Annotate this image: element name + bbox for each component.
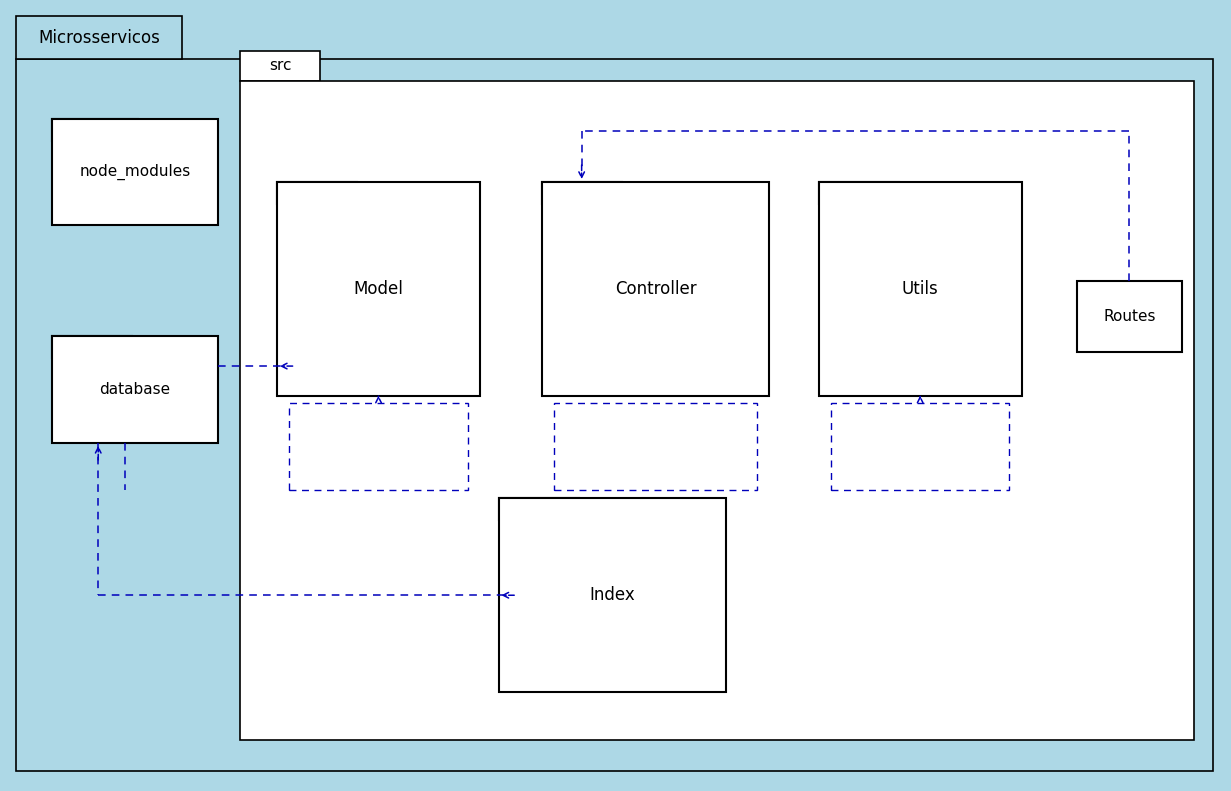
Text: node_modules: node_modules: [79, 164, 191, 180]
Bar: [52, 119, 138, 141]
Bar: [542, 182, 769, 396]
Bar: [52, 119, 218, 225]
Bar: [499, 498, 579, 520]
Bar: [289, 403, 468, 490]
Bar: [16, 16, 182, 59]
Bar: [52, 336, 218, 443]
Bar: [240, 81, 1194, 740]
Text: Microsservicos: Microsservicos: [38, 28, 160, 47]
Bar: [1077, 281, 1182, 352]
Bar: [819, 182, 899, 204]
Bar: [240, 51, 320, 81]
Bar: [542, 182, 622, 204]
Bar: [277, 182, 357, 204]
Text: Utils: Utils: [902, 280, 938, 297]
Bar: [277, 182, 480, 396]
Bar: [499, 498, 726, 692]
Bar: [819, 182, 1022, 396]
Text: Controller: Controller: [614, 280, 697, 297]
Text: src: src: [268, 59, 292, 73]
Text: Model: Model: [353, 280, 404, 297]
Text: Index: Index: [590, 586, 635, 604]
Bar: [52, 336, 132, 358]
Text: Routes: Routes: [1103, 309, 1156, 324]
Bar: [831, 403, 1009, 490]
Bar: [554, 403, 757, 490]
Text: database: database: [100, 382, 170, 397]
